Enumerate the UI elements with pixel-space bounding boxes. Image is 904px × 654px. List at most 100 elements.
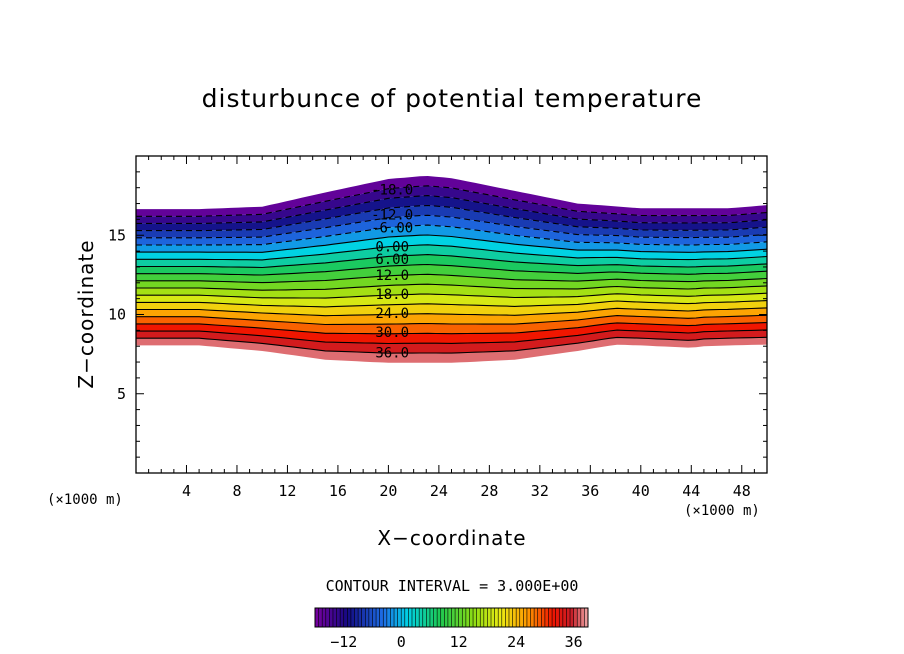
contour-line bbox=[136, 263, 768, 276]
contour-band bbox=[136, 195, 767, 231]
colorbar-cell bbox=[476, 608, 481, 627]
x-tick-label: 8 bbox=[232, 482, 241, 500]
colorbar-cell bbox=[530, 608, 535, 627]
contour-line bbox=[136, 336, 768, 354]
contour-label: 36.0 bbox=[375, 346, 409, 362]
colorbar-cell bbox=[408, 608, 413, 627]
contour-line bbox=[136, 314, 768, 326]
x-tick-label: 24 bbox=[430, 482, 448, 500]
colorbar-cell bbox=[422, 608, 427, 627]
y-unit-label: (×1000 m) bbox=[47, 492, 123, 508]
x-tick-label: 28 bbox=[480, 482, 498, 500]
colorbar-cell bbox=[516, 608, 521, 627]
contour-band bbox=[136, 254, 767, 275]
contour-line bbox=[136, 224, 768, 246]
colorbar-cell bbox=[404, 608, 409, 627]
colorbar-cell bbox=[548, 608, 553, 627]
contour-line bbox=[136, 214, 768, 239]
contour-line bbox=[136, 195, 768, 224]
colorbar-cell bbox=[361, 608, 366, 627]
contour-line bbox=[136, 254, 768, 269]
contour-band bbox=[136, 300, 767, 316]
contour-line bbox=[136, 292, 768, 299]
chart-title: disturbunce of potential temperature bbox=[201, 84, 703, 113]
colorbar-cell bbox=[426, 608, 431, 627]
colorbar-cell bbox=[512, 608, 517, 627]
colorbar-cell bbox=[566, 608, 571, 627]
colorbar-cell bbox=[552, 608, 556, 627]
contour-label: 0.00 bbox=[375, 239, 409, 255]
contour-interval-text: CONTOUR INTERVAL = 3.000E+00 bbox=[325, 577, 579, 595]
colorbar-cell bbox=[318, 608, 323, 627]
contour-line bbox=[136, 283, 768, 291]
contour-line bbox=[136, 244, 768, 261]
colorbar-cell bbox=[537, 608, 542, 627]
contour-line bbox=[136, 204, 768, 232]
colorbar-cell bbox=[347, 608, 352, 627]
contour-line bbox=[136, 322, 768, 335]
colorbar-cell bbox=[487, 608, 492, 627]
contour-band bbox=[136, 322, 767, 344]
colorbar-cell bbox=[526, 608, 531, 627]
colorbar-cell bbox=[534, 608, 539, 627]
contour-band bbox=[136, 205, 767, 238]
contour-line bbox=[136, 329, 768, 345]
colorbar-cell bbox=[447, 608, 452, 627]
colorbar-cell bbox=[397, 608, 402, 627]
colorbar-cell bbox=[523, 608, 528, 627]
y-tick-label: 15 bbox=[108, 226, 126, 244]
x-tick-label: 48 bbox=[733, 482, 751, 500]
colorbar-cell bbox=[458, 608, 463, 627]
contour-band bbox=[136, 329, 767, 354]
x-tick-label: 12 bbox=[278, 482, 296, 500]
colorbar-cell bbox=[415, 608, 420, 627]
colorbar-cell bbox=[365, 608, 370, 627]
colorbar-cell bbox=[498, 608, 503, 627]
colorbar-tick-label: 12 bbox=[450, 633, 468, 651]
x-tick-label: 32 bbox=[531, 482, 549, 500]
x-tick-label: 20 bbox=[379, 482, 397, 500]
contour-label: 12.0 bbox=[375, 268, 409, 284]
contour-line bbox=[136, 307, 768, 317]
colorbar-cell bbox=[440, 608, 445, 627]
contour-lines bbox=[136, 185, 768, 354]
contour-label: -12.0 bbox=[371, 208, 413, 224]
colorbar-cell bbox=[343, 608, 348, 627]
colorbar-cell bbox=[322, 608, 327, 627]
colorbar-cell bbox=[350, 608, 355, 627]
colorbar-cell bbox=[577, 608, 582, 627]
contour-label: -18.0 bbox=[371, 182, 413, 198]
colorbar-frame bbox=[314, 607, 589, 628]
colorbar-cell bbox=[505, 608, 510, 627]
contour-fill bbox=[136, 176, 767, 363]
x-tick-label: 44 bbox=[682, 482, 700, 500]
contour-label: 30.0 bbox=[375, 325, 409, 341]
contour-band bbox=[136, 235, 767, 260]
colorbar-cell bbox=[372, 608, 377, 627]
x-unit-label: (×1000 m) bbox=[684, 503, 760, 519]
contour-line bbox=[136, 234, 768, 253]
colorbar-tick-label: −12 bbox=[330, 633, 357, 651]
colorbar-cell bbox=[315, 608, 319, 627]
contour-label: 6.00 bbox=[375, 252, 409, 268]
colorbar-cell bbox=[491, 608, 495, 627]
axis-ticks bbox=[136, 156, 767, 473]
x-tick-label: 36 bbox=[581, 482, 599, 500]
colorbar-cell bbox=[573, 608, 578, 627]
colorbar-cell bbox=[451, 608, 456, 627]
colorbar-cell bbox=[555, 608, 560, 627]
colorbar-cell bbox=[465, 608, 470, 627]
colorbar-tick-label: 36 bbox=[565, 633, 583, 651]
colorbar-cell bbox=[358, 608, 362, 627]
colorbar-cell bbox=[325, 608, 330, 627]
colorbar bbox=[314, 607, 589, 628]
colorbar-cell bbox=[437, 608, 442, 627]
colorbar-cell bbox=[559, 608, 564, 627]
colorbar-cell bbox=[483, 608, 488, 627]
colorbar-cell bbox=[494, 608, 499, 627]
colorbar-cell bbox=[570, 608, 574, 627]
colorbar-cell bbox=[519, 608, 524, 627]
colorbar-cell bbox=[473, 608, 477, 627]
colorbar-cell bbox=[562, 608, 567, 627]
colorbar-cell bbox=[379, 608, 384, 627]
